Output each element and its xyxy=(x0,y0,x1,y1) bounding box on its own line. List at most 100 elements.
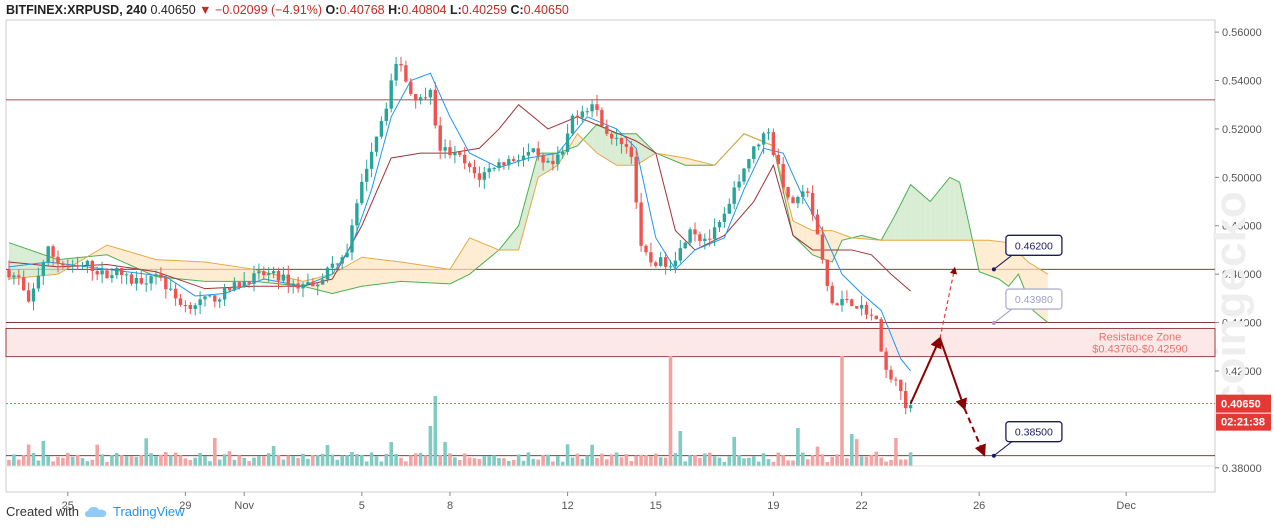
volume-bar xyxy=(673,453,678,466)
y-tick-label: 0.44000 xyxy=(1222,318,1262,330)
candle-body xyxy=(173,288,178,299)
candle xyxy=(360,173,364,206)
resistance-zone-label: Resistance Zone xyxy=(1099,331,1182,343)
candle-body xyxy=(521,155,526,161)
cloud-segment xyxy=(548,153,553,172)
candle xyxy=(570,113,575,136)
candle-body xyxy=(218,299,222,302)
candle xyxy=(330,256,335,275)
candle-body xyxy=(75,265,80,267)
volume-bar xyxy=(801,452,805,466)
cloud-segment xyxy=(445,268,450,284)
cloud-segment xyxy=(469,237,475,275)
candle-body xyxy=(859,304,864,309)
volume-bar xyxy=(364,461,369,466)
candle-body xyxy=(727,203,731,214)
volume-bar xyxy=(389,441,393,466)
candle xyxy=(512,156,516,163)
volume-bar xyxy=(296,458,300,466)
cloud-segment xyxy=(175,260,181,279)
volume-bar xyxy=(683,461,687,466)
candle xyxy=(100,261,104,284)
candle-body xyxy=(379,120,384,137)
candle-body xyxy=(286,274,290,286)
volume-bar xyxy=(521,460,526,466)
candle xyxy=(286,265,290,293)
volume-bar xyxy=(786,460,790,466)
volume-bar xyxy=(325,444,330,466)
candle xyxy=(649,242,653,267)
x-tick-label: 26 xyxy=(973,500,985,512)
candle xyxy=(600,107,604,127)
high-label: H: xyxy=(388,3,402,17)
candle xyxy=(17,269,21,286)
countdown-tag xyxy=(1216,413,1271,431)
y-tick-label: 0.50000 xyxy=(1222,172,1262,184)
volume-bar xyxy=(565,444,570,466)
candle-body xyxy=(639,202,643,246)
candle xyxy=(551,154,555,171)
candle-body xyxy=(619,137,624,145)
cloud-segment xyxy=(239,267,245,282)
volume-bar xyxy=(575,453,580,466)
candle xyxy=(252,265,256,292)
candle xyxy=(472,159,477,179)
volume-bar xyxy=(560,461,565,466)
cloud-segment xyxy=(415,264,421,283)
candle-body xyxy=(433,89,437,126)
volume-bar xyxy=(698,457,702,466)
cloud-segment xyxy=(366,257,372,286)
candle-body xyxy=(908,405,913,409)
volume-bar xyxy=(423,455,428,466)
cloud-segment xyxy=(141,255,147,273)
candle xyxy=(536,141,540,161)
volume-bar xyxy=(345,455,349,466)
volume-spike xyxy=(213,438,217,466)
cloud-segment xyxy=(307,278,313,289)
cloud-segment xyxy=(111,246,117,260)
volume-bar xyxy=(526,452,531,466)
candle-body xyxy=(810,192,815,215)
cloud-segment xyxy=(214,263,220,282)
cloud-segment xyxy=(685,157,691,166)
volume-bar xyxy=(75,454,80,466)
candle xyxy=(614,129,619,146)
volume-bar xyxy=(119,455,124,466)
candle-body xyxy=(232,282,237,291)
volume-bar xyxy=(609,454,614,466)
badge-leader xyxy=(993,441,1013,457)
candle xyxy=(134,271,139,291)
volume-bar xyxy=(531,458,536,466)
level-badge-label: 0.38500 xyxy=(1015,427,1053,439)
cloud-segment xyxy=(597,124,602,157)
candle-body xyxy=(634,156,638,203)
cloud-segment xyxy=(136,253,142,271)
tradingview-link[interactable]: TradingView xyxy=(112,504,185,519)
candle-body xyxy=(237,282,241,288)
volume-bar xyxy=(595,457,599,466)
cloud-segment xyxy=(28,249,34,278)
volume-bar xyxy=(605,459,609,466)
volume-bar xyxy=(222,454,227,466)
candle-body xyxy=(747,159,751,169)
footer-branding[interactable]: Created with TradingView xyxy=(6,504,185,519)
cloud-segment xyxy=(523,189,529,232)
cloud-segment xyxy=(964,203,970,241)
candle xyxy=(864,301,869,320)
candle xyxy=(531,147,535,154)
volume-bar xyxy=(369,452,374,466)
volume-bar xyxy=(688,455,692,466)
candle xyxy=(605,119,609,137)
volume-bar xyxy=(26,444,31,466)
volume-bar xyxy=(262,456,266,466)
candle xyxy=(75,256,80,270)
candle xyxy=(752,145,756,164)
candle-body xyxy=(757,144,761,147)
candle xyxy=(31,282,36,311)
candle xyxy=(732,181,736,210)
candle-body xyxy=(453,152,457,156)
cloud-segment xyxy=(18,246,24,279)
cloud-segment xyxy=(160,259,166,278)
volume-bar xyxy=(315,455,320,466)
